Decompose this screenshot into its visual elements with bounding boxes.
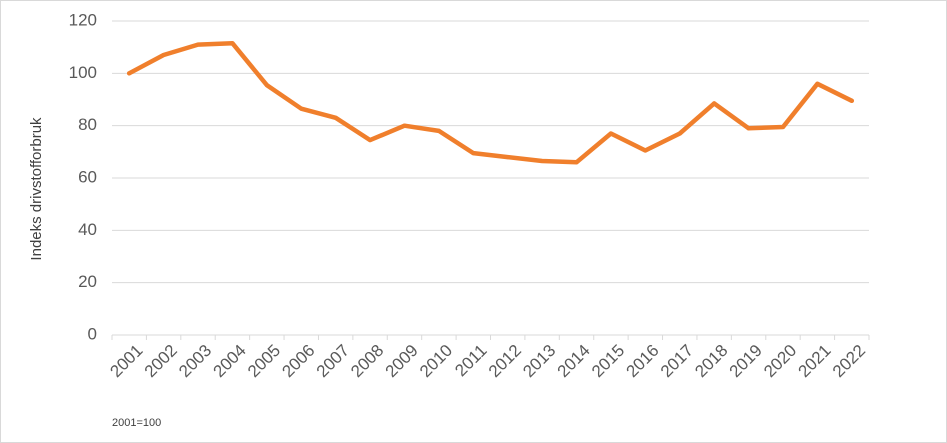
- x-tick-label: 2012: [485, 341, 525, 381]
- y-tick-labels: 0 20 40 60 80 100 120: [69, 10, 97, 343]
- x-tick-label: 2020: [760, 341, 800, 381]
- y-tick-label: 60: [78, 167, 97, 186]
- x-tick-label: 2007: [313, 341, 353, 381]
- data-point: [643, 148, 648, 153]
- y-tick-label: 120: [69, 10, 97, 29]
- data-point: [849, 98, 854, 103]
- series-line: [126, 40, 855, 165]
- x-tick-label: 2001: [106, 341, 146, 381]
- data-point: [780, 124, 785, 129]
- y-tick-label: 40: [78, 220, 97, 239]
- data-point: [815, 81, 820, 86]
- x-tick-labels: 2001200220032004200520062007200820092010…: [106, 341, 869, 381]
- x-tick-label: 2019: [726, 341, 766, 381]
- data-point: [230, 41, 235, 46]
- data-point: [161, 53, 166, 58]
- x-tick-label: 2017: [657, 341, 697, 381]
- data-point: [368, 138, 373, 143]
- x-tick-label: 2015: [588, 341, 628, 381]
- x-tick-label: 2013: [519, 341, 559, 381]
- data-point: [264, 83, 269, 88]
- x-tick-label: 2016: [622, 341, 662, 381]
- data-point: [127, 71, 132, 76]
- data-point: [196, 42, 201, 47]
- y-tick-label: 100: [69, 63, 97, 82]
- data-point: [677, 131, 682, 136]
- x-tick-label: 2018: [691, 341, 731, 381]
- data-point: [471, 151, 476, 156]
- x-tick-label: 2022: [829, 341, 869, 381]
- y-axis-label: Indeks drivstofforbruk: [28, 117, 45, 261]
- x-tick-label: 2004: [210, 341, 250, 381]
- x-tick-label: 2002: [141, 341, 181, 381]
- index-footnote: 2001=100: [112, 417, 162, 429]
- data-point: [608, 131, 613, 136]
- x-tick-label: 2014: [554, 341, 594, 381]
- x-axis: [111, 334, 870, 340]
- x-tick-label: 2021: [795, 341, 835, 381]
- x-tick-label: 2005: [244, 341, 284, 381]
- y-tick-label: 80: [78, 115, 97, 134]
- x-tick-label: 2003: [175, 341, 215, 381]
- x-tick-label: 2010: [416, 341, 456, 381]
- data-point: [436, 128, 441, 133]
- data-point: [333, 115, 338, 120]
- data-point: [540, 158, 545, 163]
- data-point: [574, 160, 579, 165]
- x-tick-label: 2006: [278, 341, 318, 381]
- x-tick-label: 2011: [451, 341, 490, 380]
- x-tick-label: 2009: [382, 341, 422, 381]
- x-tick-label: 2008: [347, 341, 387, 381]
- data-point: [746, 126, 751, 131]
- gridlines: [112, 20, 869, 284]
- data-point: [299, 106, 304, 111]
- series-layer: [126, 40, 855, 165]
- y-tick-label: 20: [78, 272, 97, 291]
- y-tick-label: 0: [88, 324, 97, 343]
- data-point: [505, 155, 510, 160]
- data-point: [712, 101, 717, 106]
- data-point: [402, 123, 407, 128]
